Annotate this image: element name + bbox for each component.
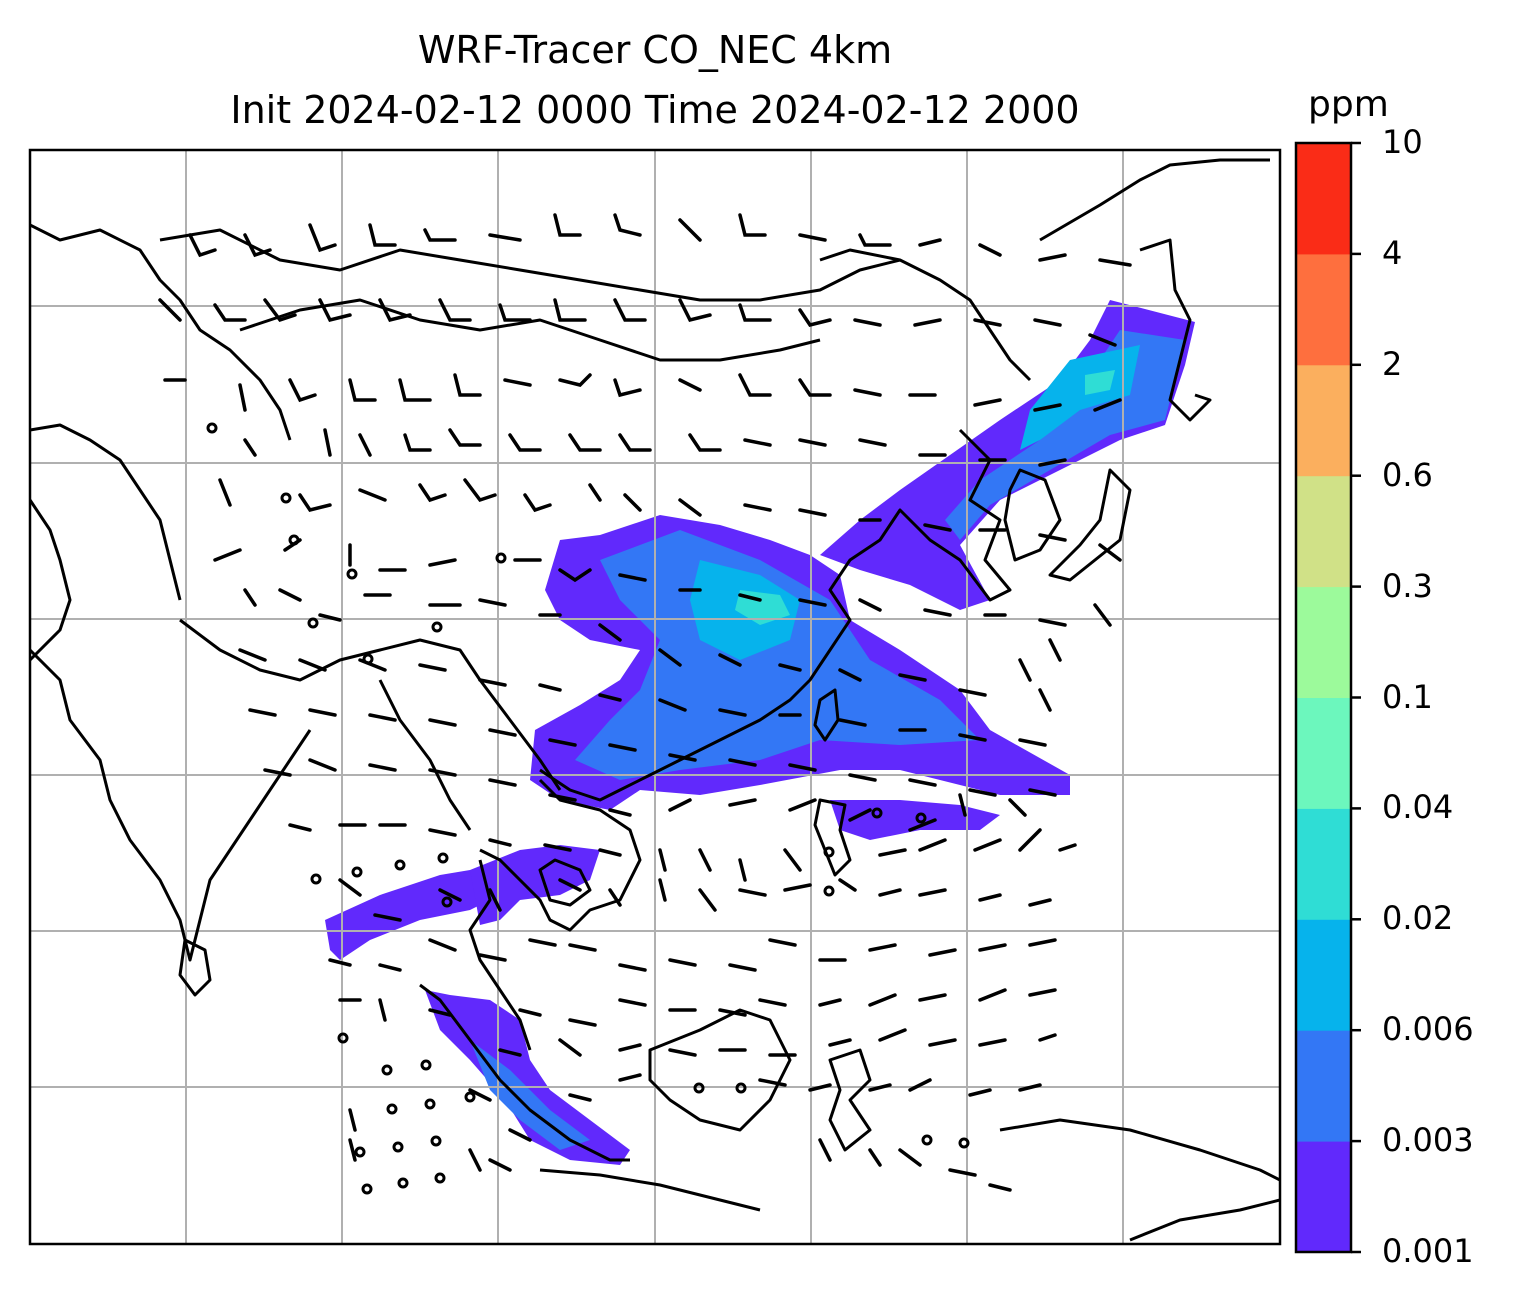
colorbar-segment	[1296, 808, 1351, 920]
calm-wind-markers	[206, 422, 970, 1195]
coast-sulawesi	[828, 1048, 872, 1152]
coastlines	[30, 158, 1280, 1242]
colorbar	[1294, 141, 1361, 1254]
coast-korea-japan-sea	[1139, 238, 1212, 422]
colorbar-segment	[1296, 475, 1351, 588]
border-myanmar	[378, 679, 472, 831]
plume-ne-peak	[1085, 370, 1115, 395]
coast-australia-north	[1129, 1198, 1280, 1242]
colorbar-segment	[1296, 364, 1351, 477]
coast-gulf-thailand	[538, 858, 592, 907]
plume-sumatra	[425, 990, 630, 1165]
border-central-asia	[30, 423, 182, 601]
coast-java	[539, 1168, 761, 1212]
colorbar-tick-label: 10	[1382, 123, 1423, 161]
border-mongolia-russia	[159, 228, 901, 302]
coast-sri-lanka	[178, 938, 212, 997]
coast-borneo	[648, 1008, 792, 1132]
border-china-northeast	[819, 248, 1032, 382]
colorbar-segment	[1296, 1030, 1351, 1142]
coast-indochina	[479, 778, 642, 932]
coast-japan	[1048, 468, 1132, 582]
colorbar-tick-label: 4	[1382, 233, 1403, 272]
colorbar-tick-label: 0.6	[1382, 455, 1433, 494]
map-frame	[28, 148, 1282, 1246]
coast-china-east	[539, 428, 1012, 802]
coast-russia-north	[1039, 158, 1270, 242]
colorbar-segment	[1296, 143, 1351, 255]
colorbar-tick-label: 0.001	[1382, 1232, 1474, 1270]
colorbar-segment	[1296, 586, 1351, 698]
colorbar-tick-label: 0.003	[1382, 1121, 1474, 1160]
border-pakistan	[30, 499, 72, 662]
map-gridlines	[30, 150, 1280, 1244]
border-india-china	[179, 618, 482, 682]
coast-taiwan	[813, 688, 840, 742]
plume-sumatra-core	[470, 1040, 590, 1150]
colorbar-segment	[1296, 919, 1351, 1031]
coast-philippines	[813, 798, 852, 877]
colorbar-segment	[1296, 253, 1351, 366]
colorbar-unit: ppm	[1308, 84, 1389, 125]
border-west-asia	[30, 223, 292, 441]
colorbar-tick-label: 0.1	[1382, 677, 1433, 716]
colorbar-segment	[1296, 697, 1351, 809]
plume-bay-of-bengal	[325, 870, 500, 960]
colorbar-tick-label: 0.04	[1382, 788, 1454, 827]
colorbar-tick-label: 0.02	[1382, 899, 1454, 938]
border-china-mongolia	[239, 298, 821, 362]
colorbar-tick-label: 0.3	[1382, 566, 1433, 605]
tracer-plume-layer	[325, 300, 1195, 1165]
colorbar-tick-label: 2	[1382, 344, 1403, 383]
chart-title: WRF-Tracer CO_NEC 4km	[417, 28, 893, 72]
coast-sumatra	[419, 983, 630, 1162]
coast-korea	[1003, 468, 1062, 562]
colorbar-segment	[1296, 1141, 1351, 1253]
coast-new-guinea	[999, 1118, 1280, 1182]
colorbar-tick-label: 0.006	[1382, 1010, 1474, 1049]
border-laos-vietnam	[478, 679, 562, 791]
plume-central-core	[575, 530, 980, 780]
coast-malay-peninsula	[468, 859, 532, 1051]
chart-subtitle: Init 2024-02-12 0000 Time 2024-02-12 200…	[230, 88, 1080, 132]
